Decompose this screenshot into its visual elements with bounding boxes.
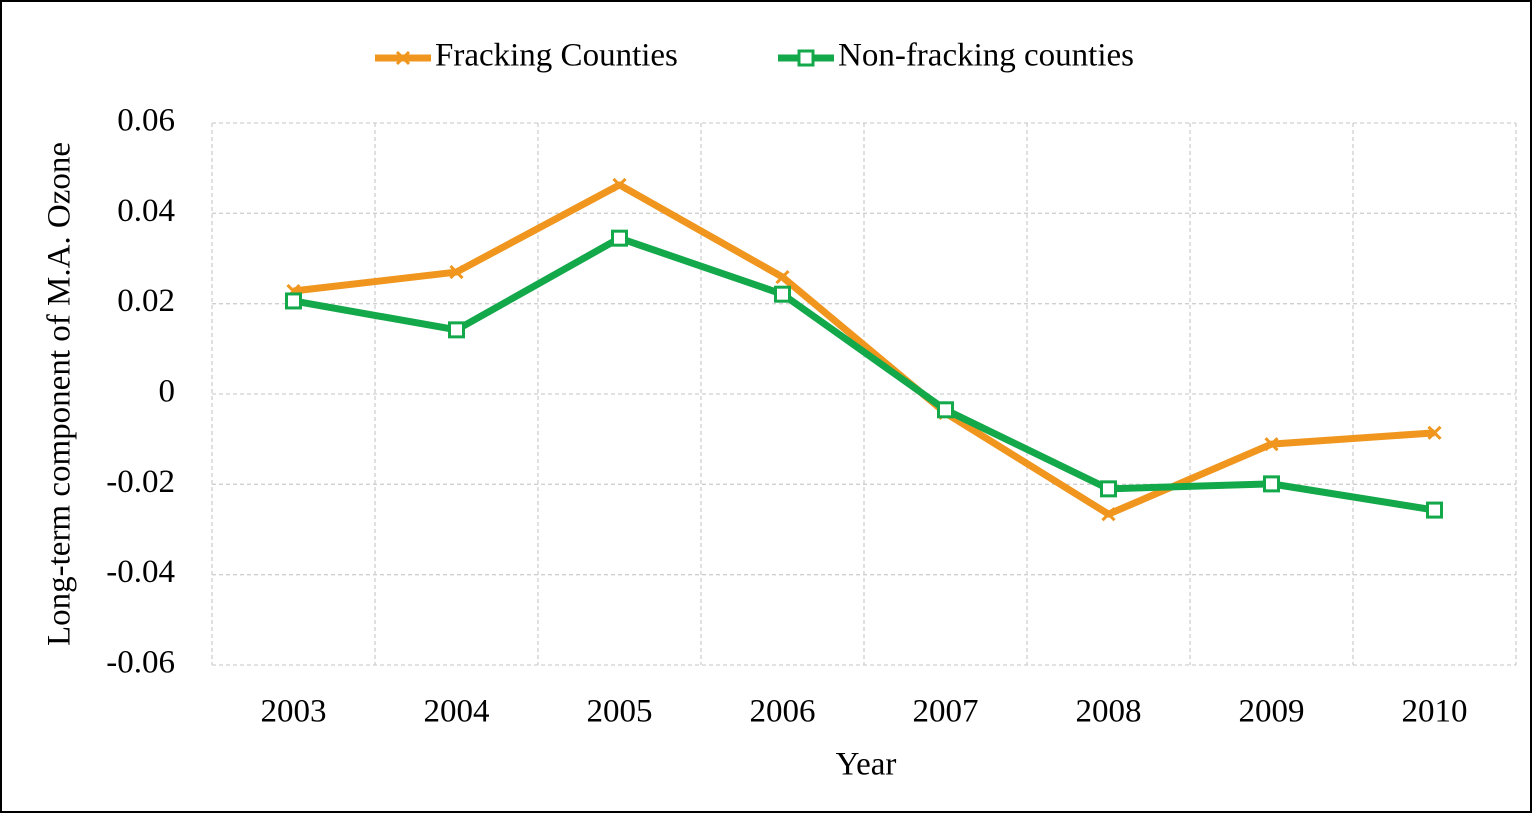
marker [611, 229, 628, 247]
marker [1101, 507, 1116, 522]
series-line [292, 234, 1436, 514]
x-tick-label: 2010 [1402, 694, 1468, 730]
marker [1264, 437, 1279, 452]
x-tick-label: 2007 [913, 694, 979, 730]
marker [1100, 480, 1117, 498]
grid [211, 122, 1517, 666]
y-tick-label: -0.02 [106, 464, 175, 500]
y-tick-label: -0.06 [106, 645, 175, 681]
marker [1427, 425, 1442, 440]
marker [612, 177, 627, 192]
x-tick-label: 2005 [587, 694, 653, 730]
marker [448, 321, 465, 339]
x-tick-label: 2003 [261, 694, 327, 730]
legend-label: Non-fracking counties [838, 38, 1134, 74]
marker [937, 401, 954, 419]
y-tick-label: -0.04 [106, 554, 175, 590]
series-line [293, 181, 1435, 518]
legend-label: Fracking Counties [435, 38, 678, 74]
y-tick-label: 0 [159, 374, 176, 410]
legend-marker [395, 50, 411, 66]
y-tick-label: 0.04 [117, 193, 175, 229]
marker [775, 269, 790, 285]
x-tick-label: 2009 [1239, 694, 1305, 730]
y-tick-label: 0.06 [117, 103, 175, 139]
legend-marker [797, 49, 815, 67]
marker [1263, 475, 1280, 493]
marker [774, 285, 791, 303]
x-tick-label: 2004 [424, 694, 490, 730]
y-axis-label: Long-term component of M.A. Ozone [42, 142, 78, 646]
plot [285, 177, 1443, 522]
x-tick-label: 2008 [1076, 694, 1142, 730]
marker [285, 292, 302, 310]
x-axis-label: Year [836, 747, 897, 783]
x-tick-label: 2006 [750, 694, 816, 730]
y-tick-label: 0.02 [117, 283, 175, 319]
marker [1426, 501, 1443, 519]
marker [449, 264, 464, 280]
